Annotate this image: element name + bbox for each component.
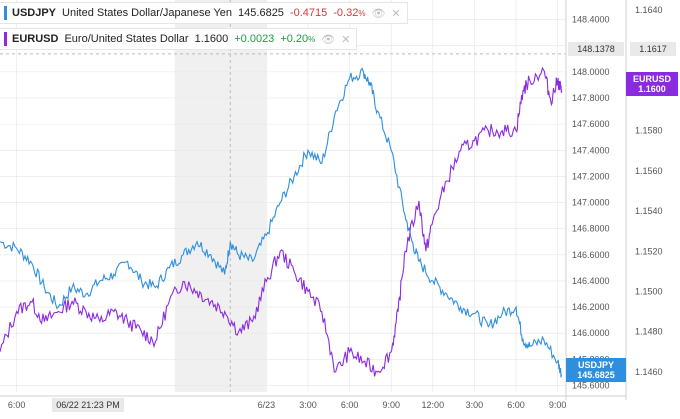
legend-symbol: USDJPY [12, 7, 57, 19]
crosshair-label-usdjpy: 148.1378 [568, 42, 624, 56]
x-tick-label: 6:00 [507, 400, 525, 410]
legend-last-price: 1.1600 [194, 33, 229, 45]
y-tick-label-left: 147.2000 [572, 171, 610, 181]
y-tick-label-right: 1.1460 [635, 367, 663, 377]
price-label-value: 1.1600 [638, 84, 666, 94]
x-tick-label: 9:00 [549, 400, 567, 410]
x-tick-label: 6/23 [258, 400, 276, 410]
legend-instrument-name: United States Dollar/Japanese Yen [62, 7, 233, 19]
y-tick-label-left: 146.8000 [572, 224, 610, 234]
y-tick-label-left: 147.4000 [572, 145, 610, 155]
y-tick-label-left: 147.0000 [572, 198, 610, 208]
y-tick-label-left: 148.0000 [572, 67, 610, 77]
x-tick-label: 12:00 [422, 400, 445, 410]
legend-instrument-name: Euro/United States Dollar [64, 33, 189, 45]
session-shade [174, 0, 267, 392]
price-label-value: 145.6825 [577, 370, 615, 380]
y-tick-label-left: 146.6000 [572, 250, 610, 260]
y-tick-label-left: 148.4000 [572, 15, 610, 25]
y-tick-label-left: 146.0000 [572, 328, 610, 338]
y-tick-label-right: 1.1540 [635, 206, 663, 216]
x-tick-label: 9:00 [382, 400, 400, 410]
legend-change: -0.4715 [289, 7, 328, 19]
price-label-symbol: USDJPY [577, 360, 614, 370]
crosshair-label-eurusd: 1.1617 [630, 42, 676, 56]
y-tick-label-left: 146.4000 [572, 276, 610, 286]
legend-swatch-usdjpy [4, 6, 7, 20]
y-tick-label-left: 146.2000 [572, 302, 610, 312]
price-label-usdjpy: USDJPY 145.6825 [566, 358, 626, 382]
price-label-eurusd: EURUSD 1.1600 [626, 72, 678, 96]
legend-change-pct: -0.32% [333, 7, 366, 19]
y-tick-label-right: 1.1580 [635, 126, 663, 136]
y-tick-label-right: 1.1520 [635, 246, 663, 256]
x-tick-label: 6:00 [341, 400, 359, 410]
y-tick-label-right: 1.1480 [635, 327, 663, 337]
legend-change: +0.0023 [234, 33, 275, 45]
series-line-eurusd [0, 66, 563, 377]
close-icon[interactable]: ✕ [391, 7, 401, 20]
legend-usdjpy[interactable]: USDJPY United States Dollar/Japanese Yen… [0, 2, 408, 24]
price-label-symbol: EURUSD [632, 74, 671, 84]
y-tick-label-right: 1.1640 [635, 5, 663, 15]
x-tick-label: 3:00 [466, 400, 484, 410]
series-line-usdjpy [0, 67, 562, 378]
eye-slash-icon[interactable]: 👁 [371, 7, 386, 20]
x-tick-label: 3:00 [299, 400, 317, 410]
grid [0, 0, 566, 392]
crosshair-label-time: 06/22 21:23 PM [52, 398, 124, 412]
x-tick-label: 6:00 [8, 400, 26, 410]
legend-symbol: EURUSD [12, 33, 59, 45]
y-tick-label-left: 147.6000 [572, 119, 610, 129]
legend-swatch-eurusd [4, 32, 7, 46]
legend-last-price: 145.6825 [238, 7, 284, 19]
eye-slash-icon[interactable]: 👁 [321, 33, 336, 46]
y-tick-label-left: 147.8000 [572, 93, 610, 103]
axis-ticks: 148.4000148.2000148.0000147.8000147.6000… [8, 5, 663, 410]
legend-change-pct: +0.20% [280, 33, 316, 45]
y-tick-label-right: 1.1560 [635, 166, 663, 176]
y-tick-label-right: 1.1500 [635, 286, 663, 296]
legend-eurusd[interactable]: EURUSD Euro/United States Dollar 1.1600 … [0, 28, 358, 50]
close-icon[interactable]: ✕ [341, 33, 351, 46]
y-tick-label-left: 145.6000 [572, 380, 610, 390]
